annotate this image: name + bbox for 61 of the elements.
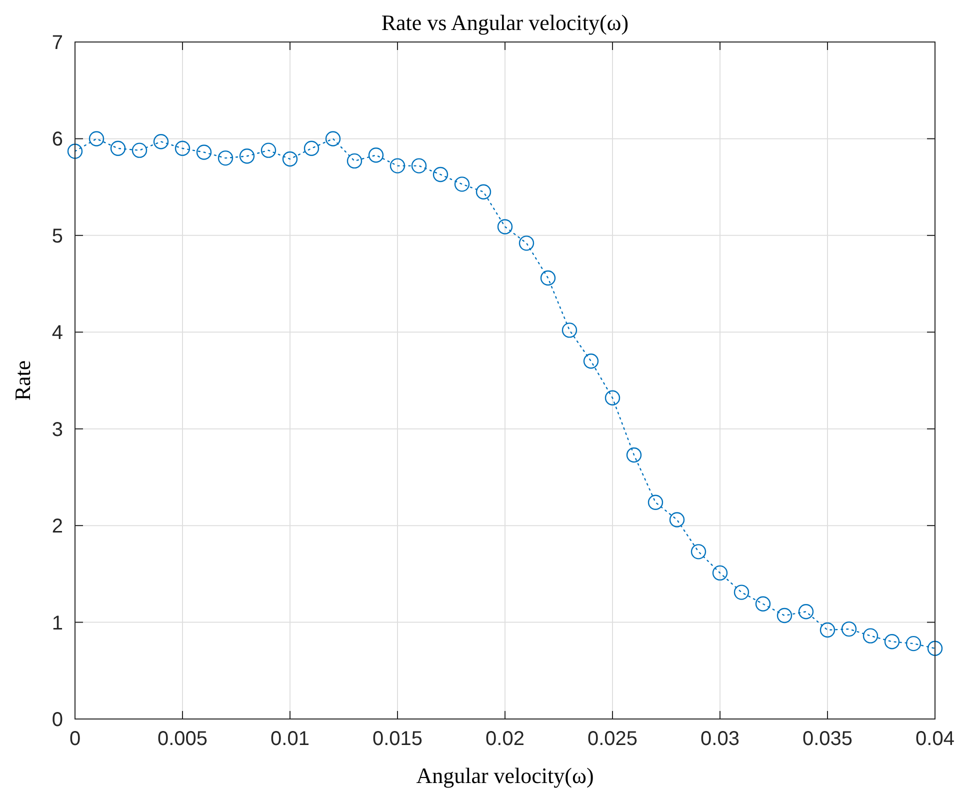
- point: [346, 153, 362, 169]
- y-tick-label: 1: [52, 612, 63, 634]
- point: [820, 622, 836, 638]
- point: [798, 604, 814, 620]
- point: [776, 608, 792, 624]
- point: [583, 354, 599, 369]
- point: [669, 512, 685, 528]
- point: [174, 140, 190, 156]
- point: [325, 131, 341, 146]
- point: [862, 628, 878, 644]
- point: [454, 176, 470, 192]
- point: [518, 236, 534, 251]
- y-tick-label: 0: [52, 709, 63, 731]
- point: [540, 270, 556, 286]
- x-tick-label: 0.02: [486, 728, 524, 750]
- x-axis-title: Angular velocity(ω): [416, 763, 594, 788]
- point: [218, 150, 234, 166]
- point: [476, 184, 492, 200]
- y-tick-label: 5: [52, 225, 63, 248]
- x-tick-label: 0.005: [157, 728, 208, 750]
- y-axis-title: Rate: [10, 360, 35, 401]
- point: [690, 544, 706, 560]
- chart-title: Rate vs Angular velocity(ω): [381, 10, 629, 35]
- point: [132, 142, 148, 158]
- x-tick-label: 0.035: [802, 728, 853, 750]
- x-tick-label: 0.04: [916, 728, 954, 750]
- y-tick-label: 7: [52, 32, 63, 54]
- point: [260, 142, 276, 158]
- point: [841, 621, 857, 637]
- point: [884, 634, 900, 650]
- point: [411, 158, 427, 174]
- y-tick-label: 4: [52, 322, 63, 344]
- point: [304, 140, 320, 156]
- y-tick-label: 2: [52, 516, 63, 538]
- point: [153, 134, 169, 150]
- y-tick-label: 3: [52, 418, 63, 441]
- point: [734, 584, 750, 600]
- point: [88, 131, 104, 146]
- x-tick-label: 0.025: [587, 728, 638, 750]
- point: [239, 148, 255, 164]
- x-tick-label: 0.03: [700, 728, 740, 750]
- point: [282, 151, 298, 167]
- point: [110, 140, 126, 156]
- y-tick-label: 6: [52, 128, 63, 151]
- point: [906, 636, 922, 652]
- point: [390, 158, 406, 174]
- point: [648, 494, 664, 510]
- point: [562, 322, 578, 338]
- point: [432, 166, 448, 182]
- x-tick-label: 0: [69, 728, 81, 750]
- point: [497, 219, 513, 234]
- point: [604, 390, 620, 406]
- point: [927, 640, 943, 656]
- x-tick-label: 0.015: [372, 728, 423, 750]
- point: [67, 144, 83, 159]
- point: [368, 148, 384, 163]
- point: [712, 565, 728, 581]
- point: [755, 596, 771, 612]
- point: [196, 144, 212, 160]
- point: [626, 447, 642, 463]
- x-tick-label: 0.01: [270, 728, 310, 750]
